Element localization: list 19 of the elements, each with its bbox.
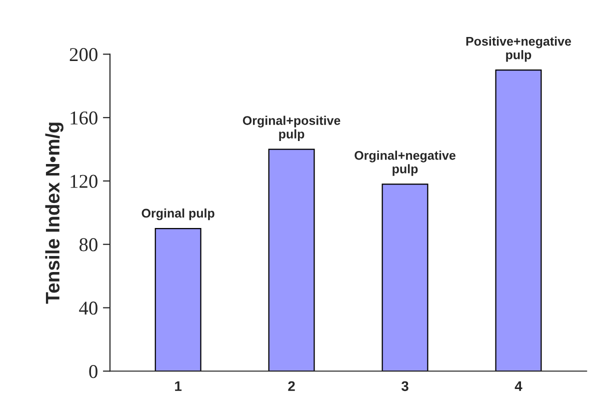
bar — [154, 228, 202, 372]
y-tick-label: 120 — [70, 174, 98, 188]
y-tick-label: 0 — [89, 364, 98, 378]
x-tick-label: 1 — [175, 381, 182, 391]
bar — [268, 148, 315, 372]
y-tick-label: 80 — [79, 238, 98, 252]
bar — [382, 184, 428, 372]
x-tick-label: 4 — [514, 381, 522, 391]
x-tick-label: 2 — [288, 381, 295, 391]
annotation: Orginal+positive pulp — [242, 116, 340, 141]
y-axis-title: Tensile Index N•m/g — [45, 122, 64, 304]
annotation: Orginal pulp — [142, 208, 214, 220]
y-tick-label: 200 — [70, 48, 98, 62]
annotation: Orginal+negative pulp — [354, 150, 456, 176]
y-tick-label: 40 — [79, 302, 98, 315]
bar — [495, 70, 542, 372]
y-tick-label: 160 — [70, 111, 98, 125]
annotation: Positive+negative pulp — [466, 36, 572, 62]
x-tick-label: 3 — [401, 381, 408, 392]
